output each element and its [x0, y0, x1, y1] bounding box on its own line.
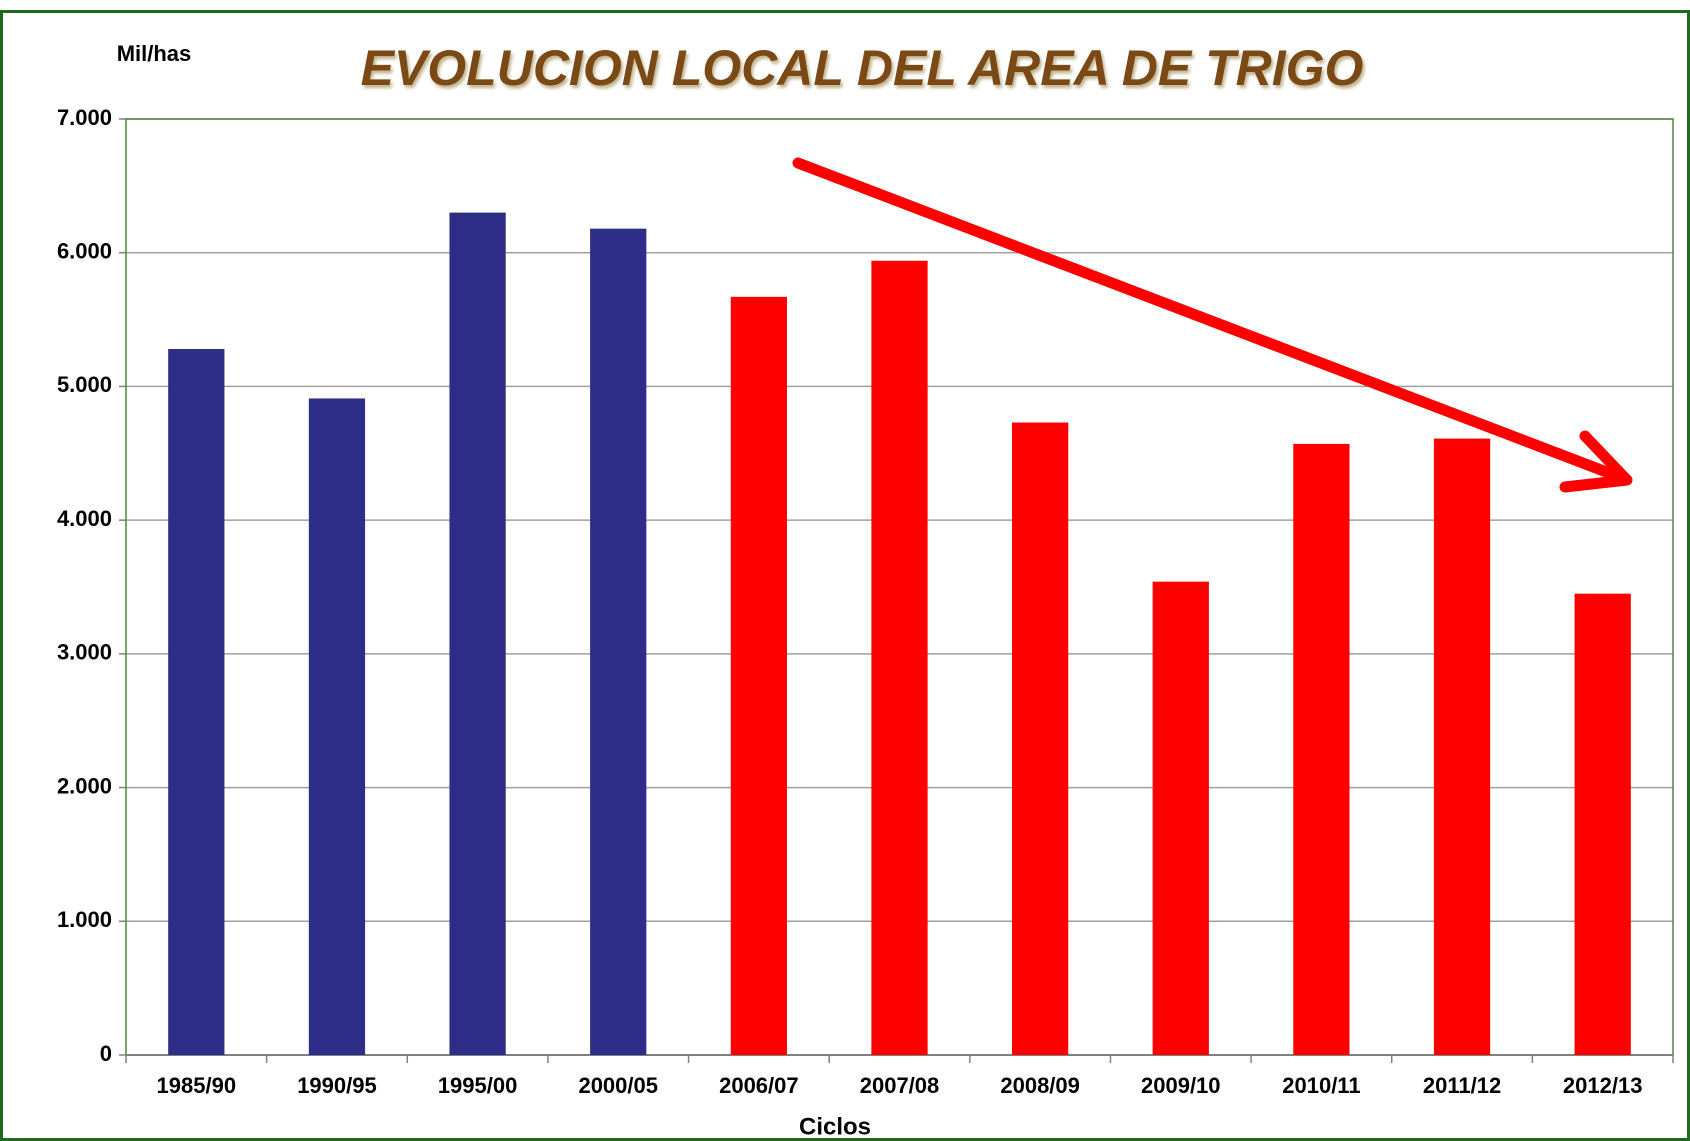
trend-arrowhead: [1559, 430, 1633, 493]
bar: [449, 212, 506, 1056]
bar: [871, 260, 928, 1055]
x-tick-label: 2000/05: [578, 1073, 658, 1098]
y-tick-label: 7.000: [57, 105, 112, 130]
bar: [308, 398, 366, 1055]
y-tick-label: 1.000: [57, 907, 112, 932]
y-tick-label: 0: [100, 1041, 112, 1066]
x-tick-label: 2010/11: [1282, 1073, 1360, 1098]
x-tick-label: 2011/12: [1423, 1073, 1501, 1098]
bar: [1433, 438, 1491, 1055]
y-tick-label: 5.000: [57, 372, 112, 397]
x-tick-label: 2009/10: [1141, 1073, 1221, 1098]
x-tick-label: 1990/95: [297, 1073, 377, 1098]
trend-arrow: [792, 157, 1628, 484]
chart-title: EVOLUCION LOCAL DEL AREA DE TRIGO: [361, 40, 1364, 96]
bar: [590, 228, 647, 1055]
x-tick-label: 2008/09: [1000, 1073, 1080, 1098]
x-tick-label: 2007/08: [860, 1073, 940, 1098]
bar: [1012, 422, 1069, 1055]
x-axis-label: Ciclos: [799, 1113, 871, 1140]
bar: [1574, 593, 1631, 1055]
x-tick-label: 2006/07: [719, 1073, 799, 1098]
y-tick-label: 3.000: [57, 640, 112, 665]
x-tick-label: 2012/13: [1563, 1073, 1643, 1098]
x-tick-label: 1995/00: [438, 1073, 518, 1098]
plot: 0 1.000 2.000 3.000 4.000 5.000 6.000 7.000 1985…: [57, 105, 1674, 1098]
frame: [0, 10, 1690, 1141]
bar: [168, 348, 225, 1055]
bar: [1152, 581, 1209, 1055]
y-tick-label: 6.000: [57, 239, 112, 264]
bar: [1293, 443, 1350, 1055]
y-tick-label: 2.000: [57, 773, 112, 798]
y-axis-label: Mil/has: [117, 41, 192, 66]
bar: [730, 296, 787, 1056]
x-tick-label: 1985/90: [157, 1073, 237, 1098]
y-tick-label: 4.000: [57, 506, 112, 531]
